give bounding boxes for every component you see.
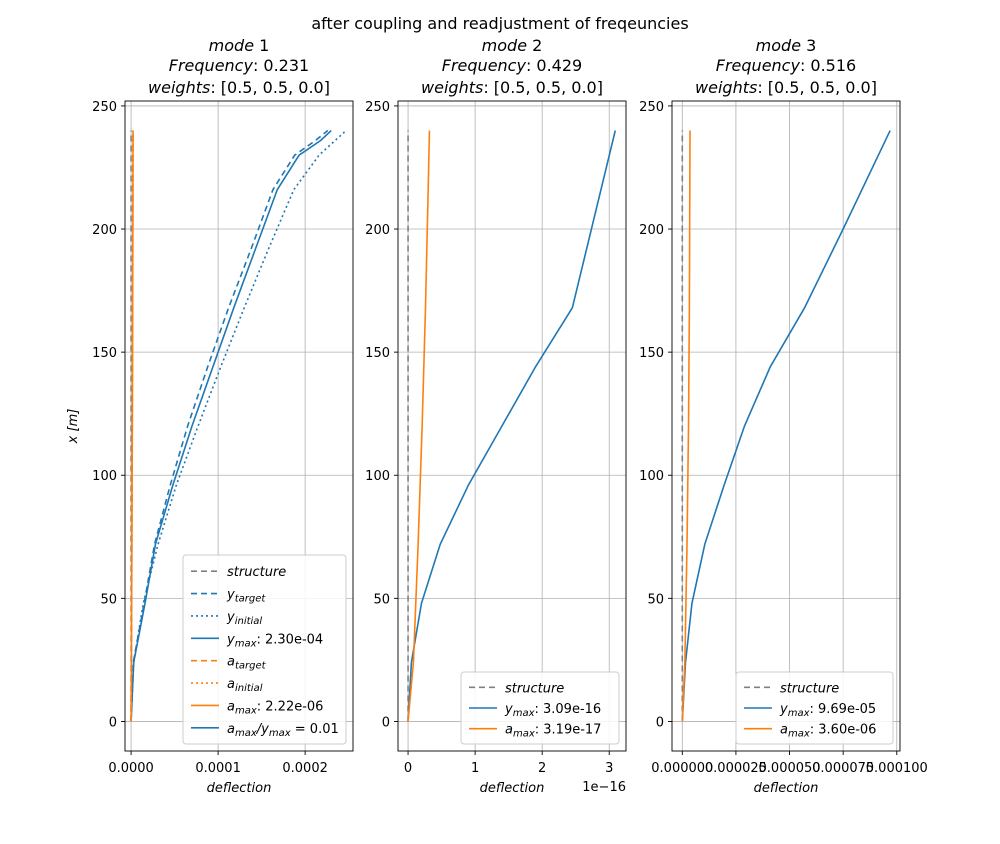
subplot-title-mode: mode 2 bbox=[482, 36, 543, 55]
series-line-y-target bbox=[130, 129, 329, 722]
legend-entry-a-max: amax: 3.19e-17 bbox=[505, 723, 601, 740]
y-tick-label: 150 bbox=[639, 346, 664, 361]
legend-entry-a-target: atarget bbox=[227, 655, 267, 672]
x-offset-text: 1e−16 bbox=[582, 780, 626, 795]
x-tick-label: 3 bbox=[605, 761, 613, 776]
axes-frame bbox=[124, 100, 354, 752]
figure-suptitle: after coupling and readjustment of freqe… bbox=[311, 14, 688, 33]
series-line-y-max bbox=[681, 130, 891, 722]
axes-frame bbox=[671, 100, 901, 752]
y-tick-label: 250 bbox=[92, 100, 117, 115]
legend-entry-y-max: ymax: 3.09e-16 bbox=[504, 702, 601, 719]
x-tick-label: 0.000050 bbox=[759, 761, 821, 776]
x-tick-label: 0.000100 bbox=[866, 761, 928, 776]
subplot-title-weights: weights: [0.5, 0.5, 0.0] bbox=[421, 78, 603, 97]
legend-entry-y-max: ymax: 9.69e-05 bbox=[779, 702, 876, 719]
axes-frame bbox=[397, 100, 627, 752]
subplot-title-weights: weights: [0.5, 0.5, 0.0] bbox=[695, 78, 877, 97]
y-axis-label: x [m] bbox=[66, 409, 81, 445]
x-tick-label: 0.000075 bbox=[812, 761, 874, 776]
legend: structure ytarget yinitial ymax: 2.30e-04 at… bbox=[182, 554, 347, 745]
subplot-3: 0.0000000.0000250.0000500.0000750.000100… bbox=[639, 36, 928, 796]
series-line-a-max bbox=[407, 130, 431, 722]
y-tick-label: 100 bbox=[92, 469, 117, 484]
subplot-title-frequency: Frequency: 0.516 bbox=[716, 56, 856, 75]
y-tick-label: 0 bbox=[382, 715, 390, 730]
legend-box bbox=[735, 671, 894, 745]
legend-entry-ratio: amax/ymax = 0.01 bbox=[227, 722, 339, 739]
y-tick-label: 0 bbox=[109, 715, 117, 730]
series-line-a-max bbox=[681, 130, 691, 722]
legend: structure ymax: 3.09e-16 amax: 3.19e-17 bbox=[460, 671, 620, 745]
x-axis-label: deflection bbox=[480, 781, 545, 796]
y-tick-label: 50 bbox=[647, 592, 664, 607]
legend: structure ymax: 9.69e-05 amax: 3.60e-06 bbox=[735, 671, 894, 745]
x-axis-label: deflection bbox=[754, 781, 819, 796]
legend-entry-a-max: amax: 3.60e-06 bbox=[780, 723, 876, 740]
x-tick-label: 0 bbox=[404, 761, 412, 776]
legend-box bbox=[182, 554, 347, 745]
y-tick-label: 200 bbox=[92, 223, 117, 238]
subplot-title-frequency: Frequency: 0.231 bbox=[169, 56, 309, 75]
x-tick-label: 0.000025 bbox=[705, 761, 767, 776]
x-tick-label: 1 bbox=[471, 761, 479, 776]
y-tick-label: 150 bbox=[365, 346, 390, 361]
x-tick-label: 0.0001 bbox=[195, 761, 241, 776]
y-tick-label: 50 bbox=[373, 592, 390, 607]
y-tick-label: 0 bbox=[656, 715, 664, 730]
legend-entry-y-initial: yinitial bbox=[226, 610, 262, 627]
subplot-title-mode: mode 3 bbox=[756, 36, 817, 55]
y-tick-label: 250 bbox=[365, 100, 390, 115]
y-tick-label: 250 bbox=[639, 100, 664, 115]
series-line-y-max bbox=[407, 130, 617, 722]
legend-box bbox=[460, 671, 620, 745]
legend-entry-structure: structure bbox=[780, 681, 839, 696]
legend-entry-y-target: ytarget bbox=[226, 588, 266, 605]
legend-entry-structure: structure bbox=[227, 565, 286, 580]
y-tick-label: 150 bbox=[92, 346, 117, 361]
x-tick-label: 0.0002 bbox=[282, 761, 328, 776]
series-line-y-max bbox=[130, 129, 332, 722]
series-line-a-max bbox=[130, 130, 134, 722]
x-tick-label: 0.0000 bbox=[108, 761, 154, 776]
legend-entry-a-initial: ainitial bbox=[227, 677, 263, 694]
subplot-2: 0 1 2 3 0 50 100 150 200 250 1e−16 deflection mode 2… bbox=[365, 36, 627, 796]
y-tick-label: 200 bbox=[365, 223, 390, 238]
y-tick-label: 100 bbox=[639, 469, 664, 484]
subplot-title-weights: weights: [0.5, 0.5, 0.0] bbox=[148, 78, 330, 97]
x-tick-label: 0.000000 bbox=[651, 761, 713, 776]
subplot-title-frequency: Frequency: 0.429 bbox=[442, 56, 582, 75]
subplot-title-mode: mode 1 bbox=[209, 36, 270, 55]
x-axis-label: deflection bbox=[207, 781, 272, 796]
x-tick-label: 2 bbox=[538, 761, 546, 776]
subplot-1: 0.0000 0.0001 0.0002 0 50 100 150 200 250 deflect… bbox=[66, 36, 354, 796]
axes-layer: 0.0000 0.0001 0.0002050100150200250deflect… bbox=[66, 36, 928, 796]
legend-entry-a-max: amax: 2.22e-06 bbox=[227, 699, 323, 716]
series-line-y-initial bbox=[130, 129, 347, 722]
legend-entry-y-max: ymax: 2.30e-04 bbox=[226, 632, 323, 649]
y-tick-label: 100 bbox=[365, 469, 390, 484]
y-tick-label: 50 bbox=[100, 592, 117, 607]
legend-entry-structure: structure bbox=[505, 681, 564, 696]
y-tick-label: 200 bbox=[639, 223, 664, 238]
